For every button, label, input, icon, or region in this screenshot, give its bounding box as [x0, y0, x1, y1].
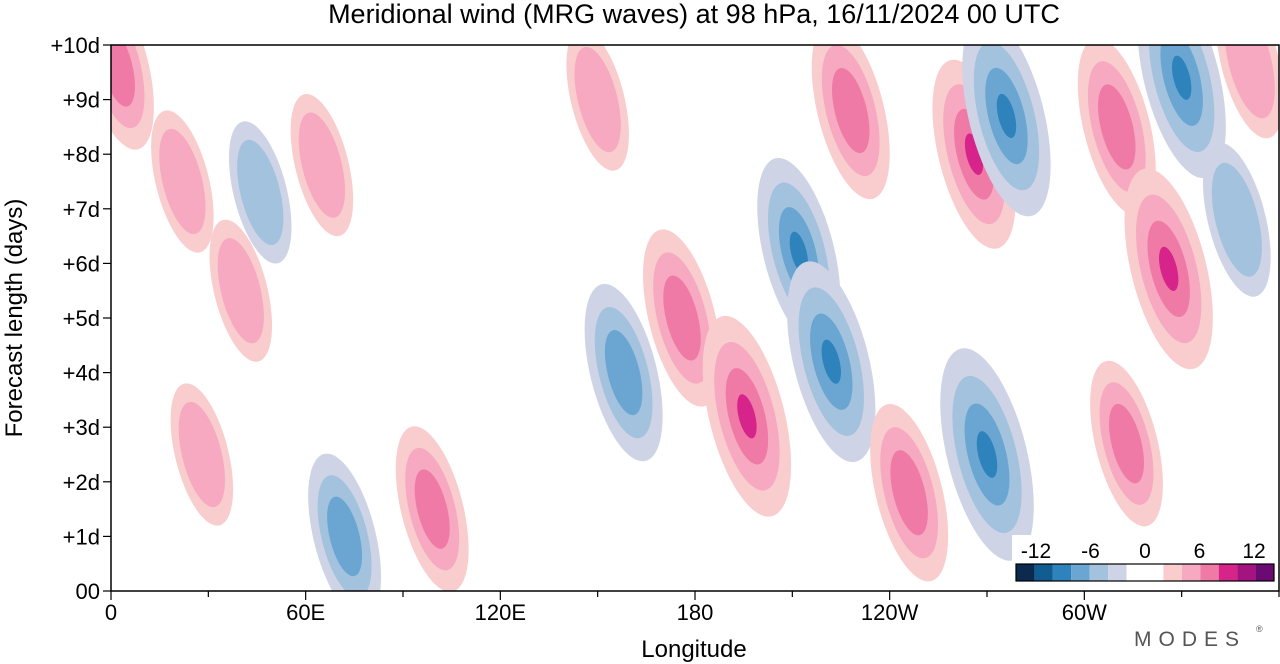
wave-contour-level-2: [237, 139, 284, 246]
wave-contour-level-3: [111, 45, 135, 107]
colorbar-cell: [1071, 564, 1090, 581]
wave-feature: [1202, 142, 1271, 297]
wave-contour-level-4: [996, 93, 1017, 139]
wave-contour-level-2: [574, 46, 621, 153]
plot-area: [110, 44, 1280, 592]
wave-contour-level-4: [1171, 55, 1192, 100]
modes-logo: MODES: [1134, 628, 1246, 651]
wave-feature: [1137, 45, 1226, 179]
x-axis-ticks: 0 60E 120E 180 120W 60W: [105, 591, 1280, 625]
wave-contour-level-3: [327, 496, 363, 577]
x-tick-label: 120W: [861, 600, 919, 625]
wave-feature: [170, 383, 234, 526]
chart-title: Meridional wind (MRG waves) at 98 hPa, 1…: [328, 0, 1060, 29]
colorbar-cell: [1016, 564, 1035, 581]
y-tick-label: +4d: [63, 361, 100, 386]
wave-feature: [290, 93, 354, 237]
wave-feature: [395, 426, 469, 591]
x-tick-label: 60E: [286, 600, 325, 625]
wave-feature: [308, 453, 382, 591]
y-tick-label: +2d: [63, 470, 100, 495]
y-tick-label: +7d: [63, 197, 100, 222]
y-tick-label: +1d: [63, 524, 100, 549]
colorbar-label: -6: [1081, 540, 1100, 563]
colorbar-cell: [1034, 564, 1053, 581]
colorbar-cell: [1181, 564, 1201, 581]
wave-feature: [228, 121, 292, 264]
x-tick-label: 0: [105, 600, 117, 625]
colorbar-cell: [1255, 564, 1274, 581]
wave-contour-level-3: [890, 450, 928, 536]
y-axis-label: Forecast length (days): [1, 199, 28, 438]
colorbar-cell: [1126, 564, 1145, 581]
wave-feature: [1077, 45, 1156, 216]
wave-contour-level-3: [1109, 403, 1145, 484]
x-tick-label: 120E: [475, 600, 526, 625]
wave-contour-level-3: [1098, 84, 1136, 170]
colorbar-cell: [1163, 564, 1182, 581]
x-tick-label: 180: [677, 600, 714, 625]
x-tick-label: 60W: [1062, 600, 1107, 625]
wave-feature: [151, 110, 214, 253]
wave-feature: [1215, 45, 1279, 139]
y-tick-label: 00: [76, 579, 100, 604]
wave-contour-level-2: [1211, 162, 1262, 277]
colorbar-cell: [1218, 564, 1238, 581]
wave-feature: [643, 229, 722, 407]
wave-contour-level-2: [217, 238, 264, 344]
y-axis-ticks: 00 +1d +2d +3d +4d +5d +6d +7d +8d +9d +10d: [50, 33, 111, 604]
colorbar-cell: [1108, 564, 1127, 581]
wave-contour-level-4: [1158, 246, 1179, 291]
wave-feature: [111, 45, 154, 150]
colorbar-cell: [1145, 564, 1164, 581]
y-tick-label: +3d: [63, 415, 100, 440]
colorbar-cell: [1200, 564, 1219, 581]
wave-feature: [870, 404, 949, 582]
wave-feature: [584, 283, 663, 462]
registered-mark: ®: [1256, 624, 1263, 634]
x-axis-label: Longitude: [641, 636, 746, 663]
wave-contour-level-2: [178, 401, 225, 508]
colorbar-label: 6: [1194, 540, 1206, 563]
contour-features: [111, 45, 1279, 591]
colorbar-labels: -12 -6 0 6 12: [1021, 540, 1266, 563]
colorbar-cell: [1052, 564, 1072, 581]
wave-contour-level-3: [414, 469, 450, 549]
wave-feature: [811, 45, 890, 200]
colorbar-label: -12: [1021, 540, 1051, 563]
colorbar-cells: [1015, 563, 1275, 582]
wave-contour-level-2: [1224, 45, 1275, 119]
y-tick-label: +5d: [63, 306, 100, 331]
wave-contour-level-3: [663, 275, 701, 361]
y-tick-label: +10d: [50, 33, 100, 58]
colorbar-frame: [1015, 563, 1275, 582]
wave-contour-level-2: [298, 112, 346, 218]
wave-feature: [209, 219, 273, 362]
wave-contour-level-2: [159, 128, 206, 235]
colorbar-label: 12: [1242, 540, 1265, 563]
wave-feature: [1124, 168, 1213, 370]
wave-feature: [702, 315, 792, 517]
wave-feature: [940, 348, 1034, 561]
wave-feature: [787, 261, 876, 463]
colorbar-label: 0: [1139, 540, 1151, 563]
colorbar: -12 -6 0 6 12: [1012, 535, 1278, 590]
wave-contour-level-4: [821, 339, 841, 384]
wave-contour-level-3: [832, 67, 870, 154]
wave-contour-level-4: [737, 394, 757, 439]
wave-feature: [566, 45, 629, 171]
wave-feature: [962, 45, 1051, 217]
wave-contour-level-3: [604, 330, 643, 416]
y-tick-label: +9d: [63, 88, 100, 113]
y-tick-label: +6d: [63, 251, 100, 276]
wave-contour-level-4: [976, 431, 998, 478]
colorbar-cell: [1237, 564, 1256, 581]
colorbar-cell: [1089, 564, 1109, 581]
y-tick-label: +8d: [63, 142, 100, 167]
wave-feature: [1090, 360, 1163, 527]
